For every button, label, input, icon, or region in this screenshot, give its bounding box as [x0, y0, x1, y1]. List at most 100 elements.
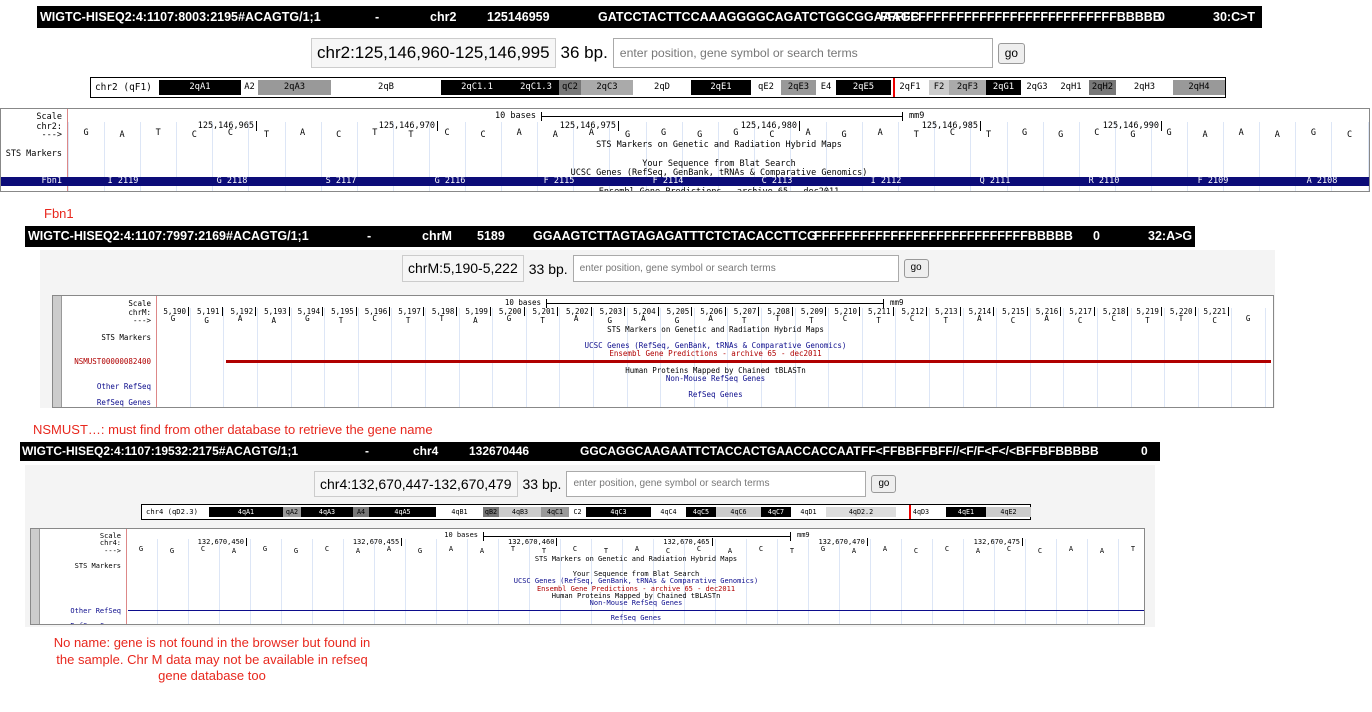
base-grid-line [1024, 539, 1026, 624]
search-row: chr2:125,146,960-125,146,995 36 bp. enter … [311, 38, 1026, 68]
base-grid-line [898, 122, 900, 191]
base-grid-line [1150, 122, 1152, 191]
read-field: GGAAGTCTTAGTAGAGATTTCTCTACACCTTCG [533, 229, 817, 243]
strand-label: ---> [41, 130, 62, 140]
chromosome-band: qB2 [483, 507, 499, 517]
base-grid-line [373, 539, 375, 624]
base-grid-line [501, 122, 503, 191]
chromosome-band: 4qA5 [369, 507, 436, 517]
chrom-label: chr2: [36, 122, 62, 132]
base: A [473, 316, 478, 325]
go-button[interactable]: go [997, 42, 1026, 64]
chromosome-band: 2qC1.1 [441, 80, 513, 95]
base: C [480, 130, 486, 140]
search-input[interactable]: enter position, gene symbol or search te… [612, 38, 993, 68]
base: A [448, 545, 454, 553]
base: G [506, 314, 512, 323]
base: G [841, 130, 847, 140]
base: A [552, 130, 558, 140]
track-image: Scale chrM: ---> 10 bases mm9 5,190 5,191 5,192… [52, 295, 1274, 408]
search-input[interactable]: enter position, gene symbol or search te… [566, 471, 867, 497]
track-title: STS Markers on Genetic and Radiation Hyb… [596, 140, 842, 150]
coordinate-label: 5,210 [834, 307, 860, 316]
exon-label: R 2110 [1088, 176, 1120, 187]
base-grid-line [934, 122, 936, 191]
chromosome-band: 2qA3 [258, 80, 331, 95]
coordinate-label: 5,214 [969, 307, 995, 316]
base: G [138, 545, 144, 553]
base-grid-line [1331, 122, 1333, 191]
go-button[interactable]: go [903, 259, 929, 278]
coordinate-label: 5,208 [767, 307, 793, 316]
read-bar: WIGTC-HISEQ2:4:1107:7997:2169#ACAGTG/1;1… [25, 226, 1195, 247]
base-grid-line [1223, 122, 1225, 191]
base-grid-line [425, 308, 426, 407]
base: G [293, 547, 299, 555]
base-grid-line [156, 539, 158, 624]
base-grid-line [218, 539, 220, 624]
chromosome-band: A4 [353, 507, 369, 517]
base-grid-line [745, 539, 747, 624]
base: G [305, 314, 310, 323]
base: A [231, 547, 237, 555]
track-title: Ensembl Gene Predictions - archive 65 - … [536, 584, 736, 593]
base-grid-line [794, 308, 796, 407]
coordinate-label: 5,205 [667, 307, 693, 316]
base: C [842, 314, 848, 323]
base: A [479, 547, 485, 555]
go-button[interactable]: go [871, 474, 897, 494]
coordinate-label: 5,202 [566, 307, 592, 316]
base: G [820, 545, 826, 553]
base: A [708, 314, 713, 323]
gene-track [1, 177, 1369, 187]
scale-bar-text: 10 bases [495, 111, 536, 121]
chromosome-band: 4qC5 [686, 507, 716, 517]
chromosome-band: qC2 [559, 80, 581, 95]
base: G [1166, 128, 1172, 138]
base-grid-line [1006, 122, 1008, 191]
base: G [1022, 128, 1028, 138]
chromosome-band: 4qD2.2 [826, 507, 896, 517]
track-title: RefSeq Genes [688, 389, 743, 399]
coordinate-label: 5,212 [902, 307, 928, 316]
position-box: chrM:5,190-5,222 [402, 255, 524, 282]
exon-label: F 2109 [1197, 176, 1229, 187]
base: C [444, 128, 450, 138]
coordinate-label: 5,207 [734, 307, 760, 316]
base-grid-line [458, 308, 460, 407]
coordinate-label: 132,670,470 [818, 538, 868, 546]
position-box: chr2:125,146,960-125,146,995 [311, 38, 556, 68]
base-grid-line [497, 539, 499, 624]
base-grid-line [324, 308, 326, 407]
base-grid-line [1367, 122, 1369, 191]
size-label: 33 bp. [522, 476, 562, 492]
base: C [1094, 128, 1100, 138]
base: T [985, 130, 992, 140]
base: T [809, 316, 814, 325]
base: T [263, 130, 270, 140]
base: A [882, 545, 888, 553]
base: G [262, 545, 268, 553]
base: T [372, 128, 378, 138]
base: T [439, 314, 445, 323]
base: A [1068, 545, 1074, 553]
base-grid-line [284, 122, 286, 191]
base-grid-line [466, 539, 468, 624]
coordinate-label: 5,218 [1103, 307, 1129, 316]
base: T [405, 316, 411, 325]
base-grid-line [428, 122, 430, 191]
track-title: Non-Mouse RefSeq Genes [589, 599, 683, 608]
read-field: FFFFFFFFFFFFFFFFFFFFFFFFFFFFBBBBB [814, 229, 1073, 243]
base: A [386, 545, 392, 553]
track-label: NSMUST00000082400 [74, 357, 151, 367]
coordinate-label: 5,194 [298, 307, 324, 316]
base-grid-line [1055, 539, 1057, 624]
track-label: STS Markers [74, 562, 121, 571]
search-input[interactable]: enter position, gene symbol or search te… [572, 255, 899, 282]
base: C [758, 545, 764, 553]
base: G [83, 128, 89, 138]
base-grid-line [1114, 122, 1116, 191]
read-field: FF<FFBBFFBFF//<F/F<F</<BFFBFBBBBB [861, 444, 1099, 458]
base-grid-line [593, 308, 594, 407]
coordinate-label: 5,211 [868, 307, 894, 316]
